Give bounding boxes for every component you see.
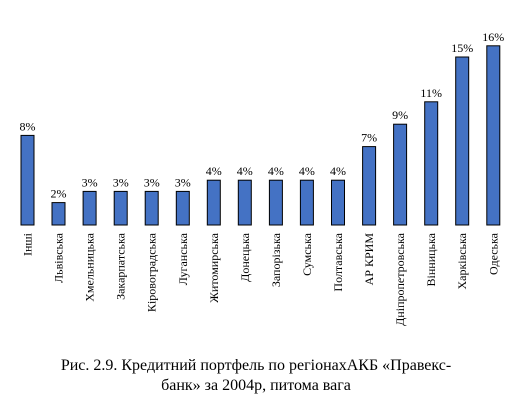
category-label-7: Житомирська: [207, 232, 221, 302]
bar-6: [175, 190, 190, 226]
category-label-2: Львівська: [52, 232, 66, 283]
category-labels-group: Інші Львівська Хмельницька Закарпатська Кіро…: [21, 232, 501, 326]
category-label-11: Полтавська: [331, 232, 345, 291]
bar-14: [424, 101, 439, 226]
data-labels-group: 8% 2% 3% 3% 3% 3% 4% 4% 4% 4% 4% 7% 9% 11% 15% 16%: [20, 30, 505, 201]
data-label-2: 2%: [51, 187, 67, 201]
data-label-9: 4%: [268, 164, 284, 178]
data-label-5: 3%: [144, 175, 160, 189]
data-label-7: 4%: [206, 164, 222, 178]
category-label-10: Сумська: [300, 232, 314, 276]
category-label-8: Донецька: [238, 232, 252, 281]
caption-line-1: Рис. 2.9. Кредитний портфель по регіонах…: [60, 357, 452, 374]
caption-line-2: банк» за 2004р, питома вага: [161, 377, 351, 394]
data-label-16: 16%: [482, 30, 504, 44]
bar-1: [20, 134, 35, 226]
category-label-6: Луганська: [176, 232, 190, 285]
data-label-3: 3%: [82, 175, 98, 189]
data-label-11: 4%: [330, 164, 346, 178]
data-label-10: 4%: [299, 164, 315, 178]
category-label-9: Запорізька: [269, 232, 283, 287]
category-label-3: Хмельницька: [83, 232, 97, 301]
category-label-14: Вінницька: [424, 232, 438, 286]
category-label-15: Харківська: [455, 232, 469, 289]
bar-3: [82, 190, 97, 226]
data-label-14: 11%: [420, 86, 442, 100]
bar-7: [206, 179, 221, 226]
data-label-8: 4%: [237, 164, 253, 178]
category-label-12: АР КРИМ: [362, 233, 376, 286]
bar-9: [268, 179, 283, 226]
bars-group: [20, 45, 501, 226]
bar-13: [393, 123, 408, 226]
data-label-13: 9%: [392, 108, 408, 122]
bar-16: [486, 45, 501, 226]
figure-caption: Рис. 2.9. Кредитний портфель по регіонах…: [0, 356, 512, 396]
category-label-16: Одеська: [486, 232, 500, 275]
data-label-12: 7%: [361, 131, 377, 145]
category-label-5: Кіровоградська: [145, 232, 159, 312]
data-label-15: 15%: [451, 41, 473, 55]
bar-10: [299, 179, 314, 226]
bar-15: [455, 56, 470, 226]
bar-2: [51, 202, 66, 226]
data-label-1: 8%: [20, 119, 36, 133]
bar-chart: 8% 2% 3% 3% 3% 3% 4% 4% 4% 4% 4% 7% 9% 11% 15% 16% Інші…: [20, 30, 505, 326]
bar-8: [237, 179, 252, 226]
bar-11: [331, 179, 345, 226]
category-label-13: Дніпропетровська: [393, 232, 407, 326]
data-label-6: 3%: [175, 175, 191, 189]
bar-4: [113, 190, 128, 226]
bar-5: [144, 190, 159, 226]
category-label-1: Інші: [21, 232, 35, 256]
bar-12: [362, 146, 377, 226]
category-label-4: Закарпатська: [114, 232, 128, 300]
data-label-4: 3%: [113, 175, 129, 189]
